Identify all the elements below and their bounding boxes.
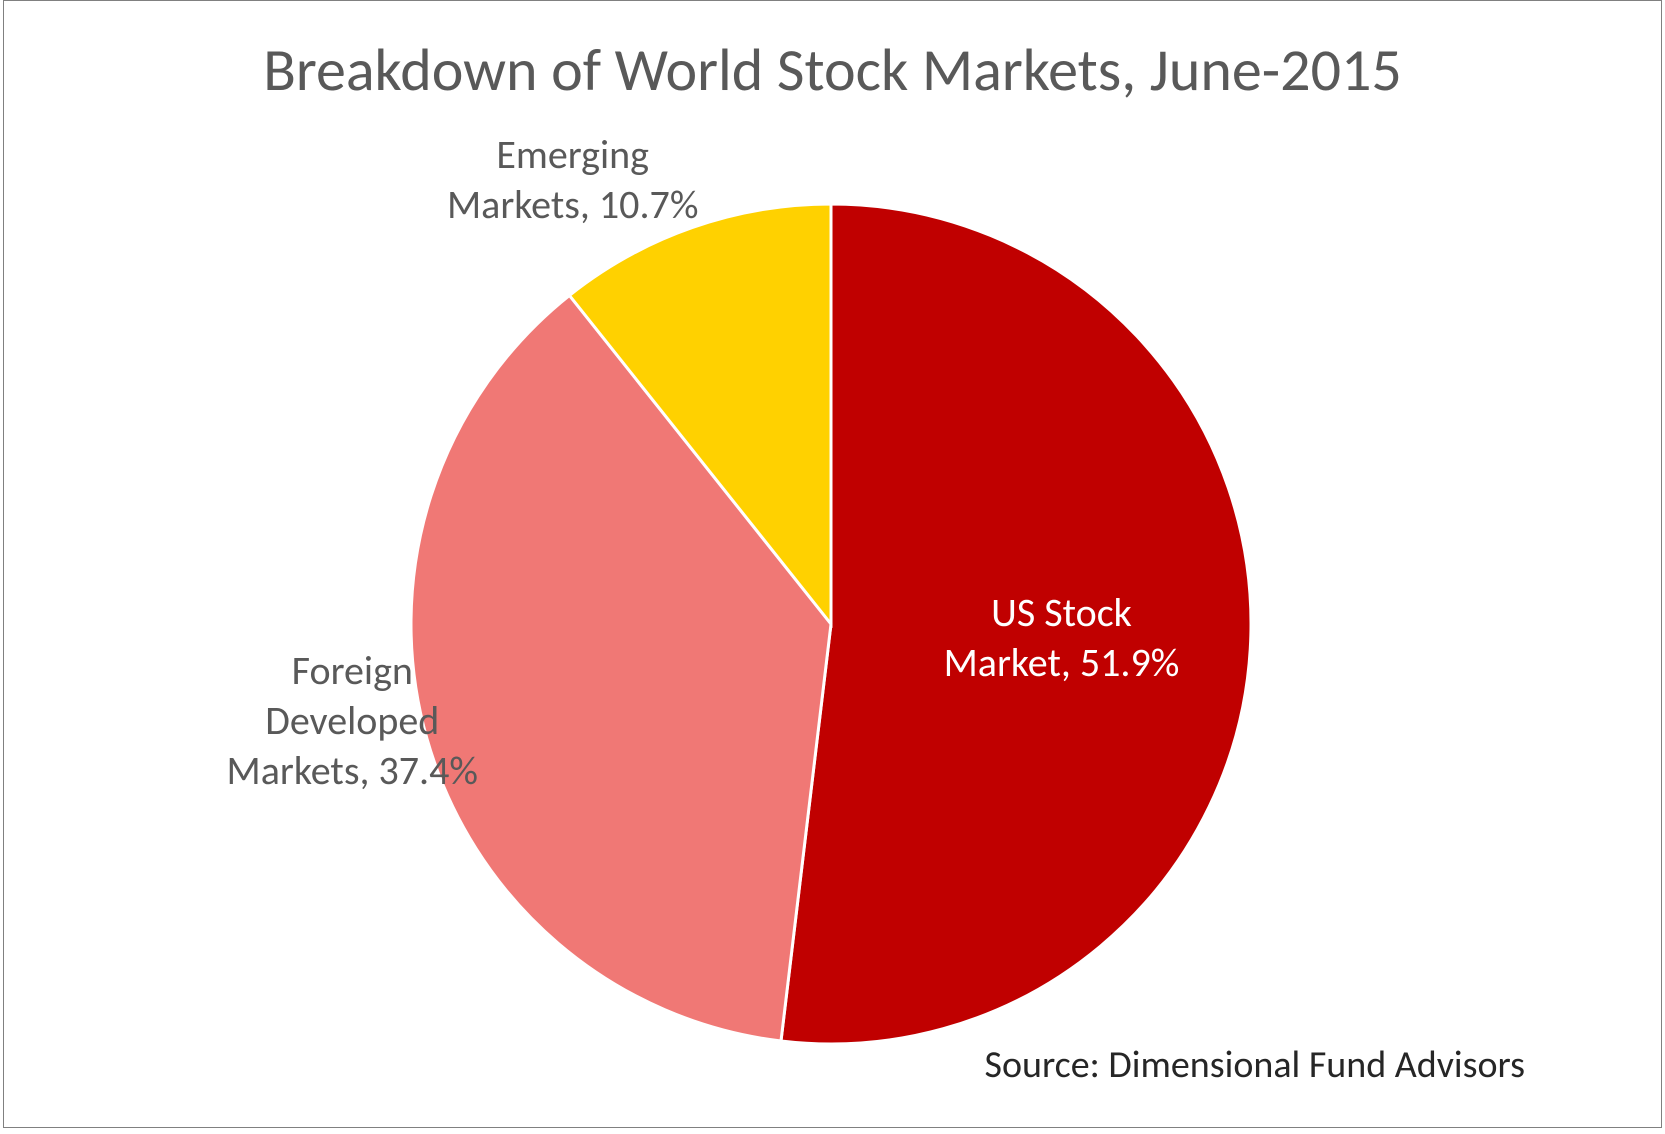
slice-label-foreign-developed-markets: ForeignDevelopedMarkets, 37.4% — [227, 646, 478, 796]
slice-label-emerging-markets: EmergingMarkets, 10.7% — [447, 130, 698, 230]
slice-label-us-stock-market: US StockMarket, 51.9% — [944, 588, 1180, 688]
source-caption: Source: Dimensional Fund Advisors — [985, 1042, 1525, 1088]
chart-title: Breakdown of World Stock Markets, June-2… — [0, 34, 1665, 107]
